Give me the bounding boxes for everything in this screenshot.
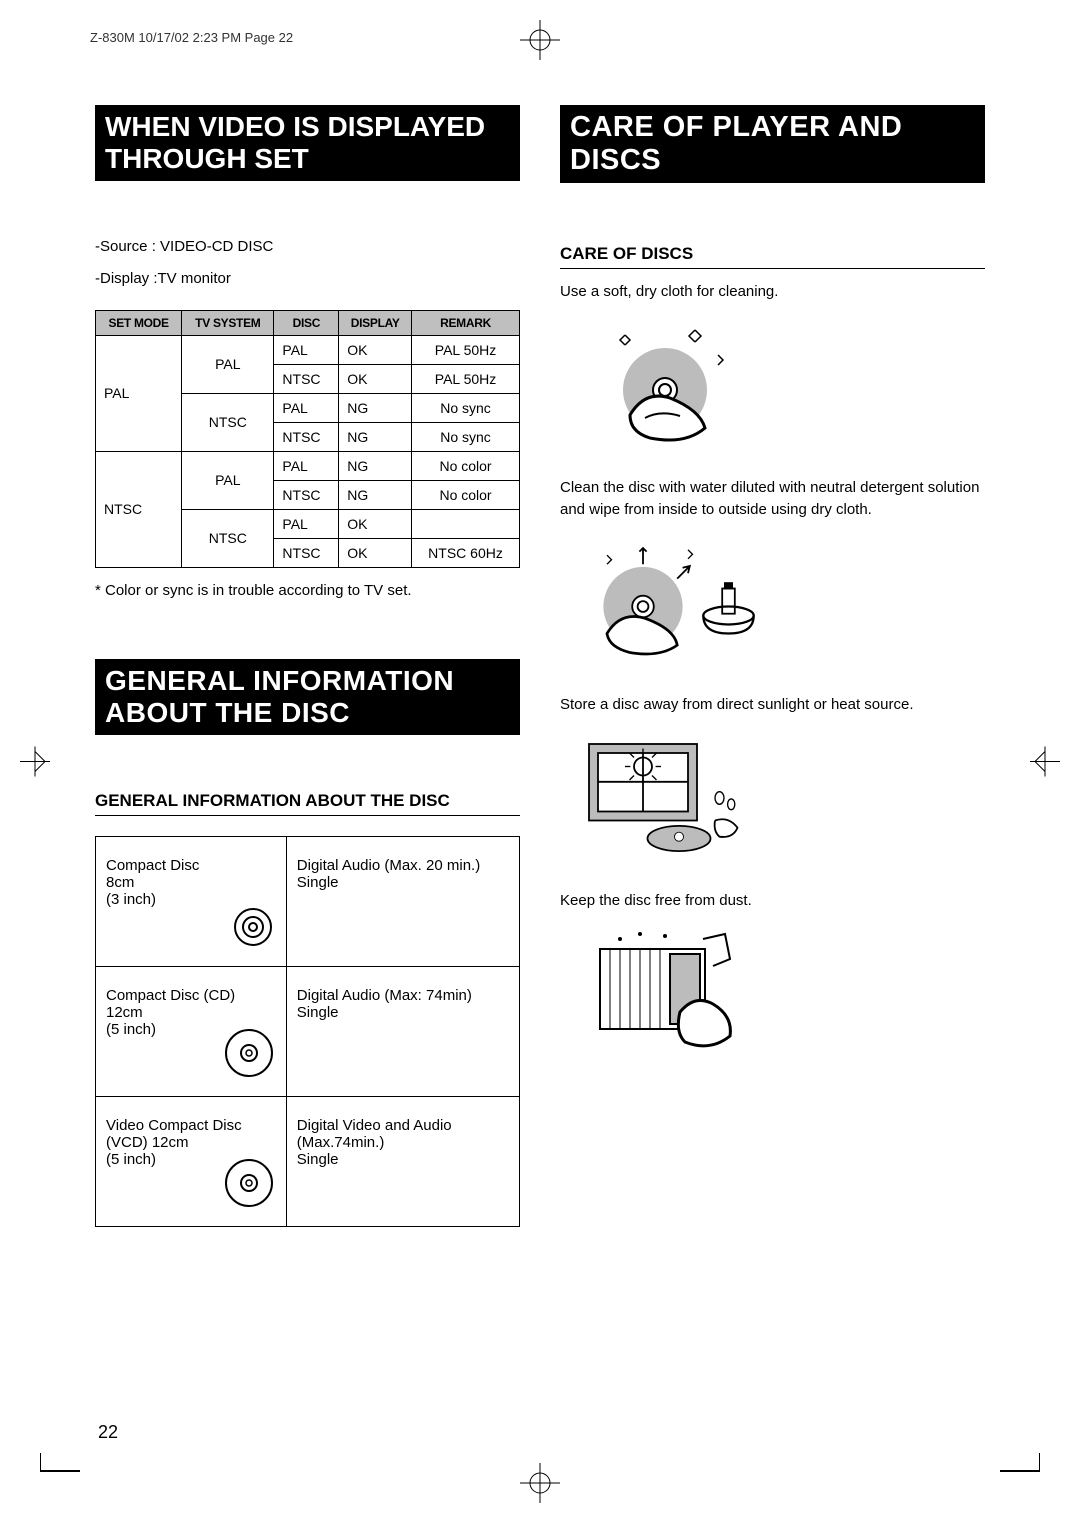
th-tvsystem: TV SYSTEM [182, 310, 274, 335]
cell: PAL [274, 451, 339, 480]
cell: PAL [274, 509, 339, 538]
cell-tv-ntsc1: NTSC [182, 393, 274, 451]
compatibility-table: SET MODE TV SYSTEM DISC DISPLAY REMARK P… [95, 310, 520, 568]
cell [412, 509, 520, 538]
disc-row2-r1: Digital Video and Audio (Max.74min.) [297, 1117, 509, 1151]
cell-tv-pal2: PAL [182, 451, 274, 509]
disc-row1-l2: 12cm [106, 1004, 276, 1021]
disc-row2-r2: Single [297, 1151, 509, 1168]
cell: No sync [412, 393, 520, 422]
disc-row1-r2: Single [297, 1004, 509, 1021]
care-p4: Keep the disc free from dust. [560, 890, 985, 912]
cell: NG [339, 451, 412, 480]
illustration-dust [580, 924, 760, 1064]
th-remark: REMARK [412, 310, 520, 335]
cell: OK [339, 364, 412, 393]
cell: NG [339, 393, 412, 422]
illustration-sunlight [580, 728, 760, 868]
disc-row2-l1: Video Compact Disc [106, 1117, 276, 1134]
cell: NG [339, 480, 412, 509]
crop-mark-bottom [520, 1463, 560, 1508]
source-line: -Source : VIDEO-CD DISC [95, 236, 520, 258]
heading-care: CARE OF PLAYER AND DISCS [560, 105, 985, 183]
cell: NTSC [274, 480, 339, 509]
disc-row0-l1: Compact Disc [106, 857, 276, 874]
cell-tv-ntsc2: NTSC [182, 509, 274, 567]
cell: No sync [412, 422, 520, 451]
display-line: -Display :TV monitor [95, 268, 520, 290]
illustration-clean-solution [580, 532, 760, 672]
cell-tv-pal1: PAL [182, 335, 274, 393]
cell: NTSC [274, 538, 339, 567]
corner-mark-bl [40, 1453, 80, 1478]
cell: PAL [274, 393, 339, 422]
cell-setmode-ntsc: NTSC [96, 451, 182, 567]
care-p3: Store a disc away from direct sunlight o… [560, 694, 985, 716]
cell: No color [412, 480, 520, 509]
heading-general-info: GENERAL INFORMATION ABOUT THE DISC [95, 659, 520, 735]
cell: PAL [274, 335, 339, 364]
cd-small-icon [232, 906, 274, 952]
th-disc: DISC [274, 310, 339, 335]
page-number: 22 [98, 1422, 118, 1443]
cell: OK [339, 538, 412, 567]
cell: NTSC [274, 364, 339, 393]
corner-mark-br [1000, 1453, 1040, 1478]
vcd-icon [224, 1158, 274, 1212]
disc-row1-r1: Digital Audio (Max: 74min) [297, 987, 509, 1004]
crop-mark-left [20, 747, 50, 782]
cell: PAL 50Hz [412, 335, 520, 364]
table-footnote: * Color or sync is in trouble according … [95, 582, 520, 599]
th-display: DISPLAY [339, 310, 412, 335]
subhead-general-info: GENERAL INFORMATION ABOUT THE DISC [95, 791, 520, 816]
page-header-meta: Z-830M 10/17/02 2:23 PM Page 22 [90, 30, 293, 45]
right-column: CARE OF PLAYER AND DISCS CARE OF DISCS U… [560, 105, 985, 1227]
disc-row1-l1: Compact Disc (CD) [106, 987, 276, 1004]
crop-mark-top [520, 20, 560, 65]
care-p2: Clean the disc with water diluted with n… [560, 477, 985, 521]
disc-row2-l2: (VCD) 12cm [106, 1134, 276, 1151]
disc-row0-r1: Digital Audio (Max. 20 min.) [297, 857, 509, 874]
subhead-care-discs: CARE OF DISCS [560, 244, 985, 269]
cell: OK [339, 509, 412, 538]
cell: NTSC 60Hz [412, 538, 520, 567]
crop-mark-right [1030, 747, 1060, 782]
cell: OK [339, 335, 412, 364]
care-p1: Use a soft, dry cloth for cleaning. [560, 281, 985, 303]
disc-info-table: Compact Disc 8cm (3 inch) Digital Audio … [95, 836, 520, 1227]
illustration-wipe-cloth [580, 315, 760, 455]
th-setmode: SET MODE [96, 310, 182, 335]
disc-row0-r2: Single [297, 874, 509, 891]
disc-row0-l2: 8cm [106, 874, 276, 891]
cell: NTSC [274, 422, 339, 451]
cell: NG [339, 422, 412, 451]
cell: PAL 50Hz [412, 364, 520, 393]
heading-video-display: WHEN VIDEO IS DISPLAYED THROUGH SET [95, 105, 520, 181]
cell-setmode-pal: PAL [96, 335, 182, 451]
cell: No color [412, 451, 520, 480]
cd-large-icon [224, 1028, 274, 1082]
left-column: WHEN VIDEO IS DISPLAYED THROUGH SET -Sou… [95, 105, 520, 1227]
